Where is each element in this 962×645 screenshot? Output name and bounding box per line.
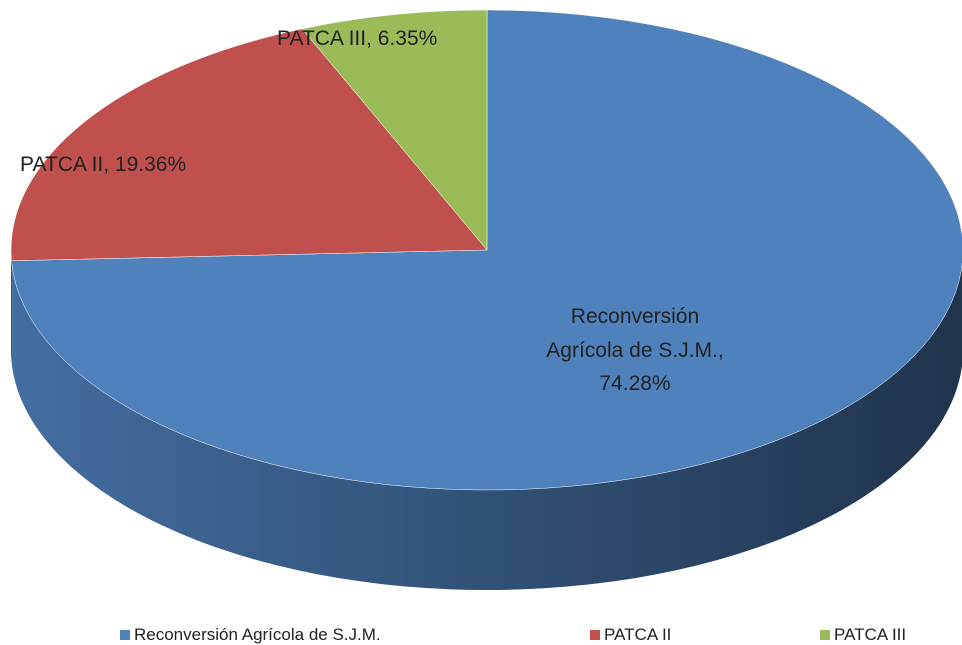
data-label: PATCA II, 19.36%: [20, 153, 187, 176]
legend-item: PATCA II: [590, 625, 671, 645]
data-label: PATCA III, 6.35%: [277, 27, 438, 50]
data-label-value: 6.35%: [377, 27, 438, 50]
legend-label: PATCA II: [604, 625, 672, 644]
data-label-value: 74.28%: [599, 372, 671, 396]
slice-side-shade: [11, 260, 962, 590]
slice: [301, 9, 488, 251]
slice: [10, 28, 488, 261]
legend-swatch: [120, 630, 130, 640]
data-label-name: PATCA II: [20, 153, 104, 176]
legend-label: PATCA III: [834, 625, 907, 644]
data-label: Reconversión Agrícola de S.J.M., 74.28%: [546, 305, 724, 396]
legend-swatch: [590, 630, 600, 640]
slice: [11, 9, 962, 491]
data-label-name: PATCA III: [277, 27, 367, 50]
data-label-name: Reconversión Agrícola de S.J.M.: [546, 305, 718, 362]
data-label-value: 19.36%: [114, 153, 187, 176]
legend-swatch: [820, 630, 830, 640]
legend-item: PATCA III: [820, 625, 906, 645]
legend-label: Reconversión Agrícola de S.J.M.: [134, 625, 381, 644]
legend-item: Reconversión Agrícola de S.J.M.: [120, 625, 381, 645]
